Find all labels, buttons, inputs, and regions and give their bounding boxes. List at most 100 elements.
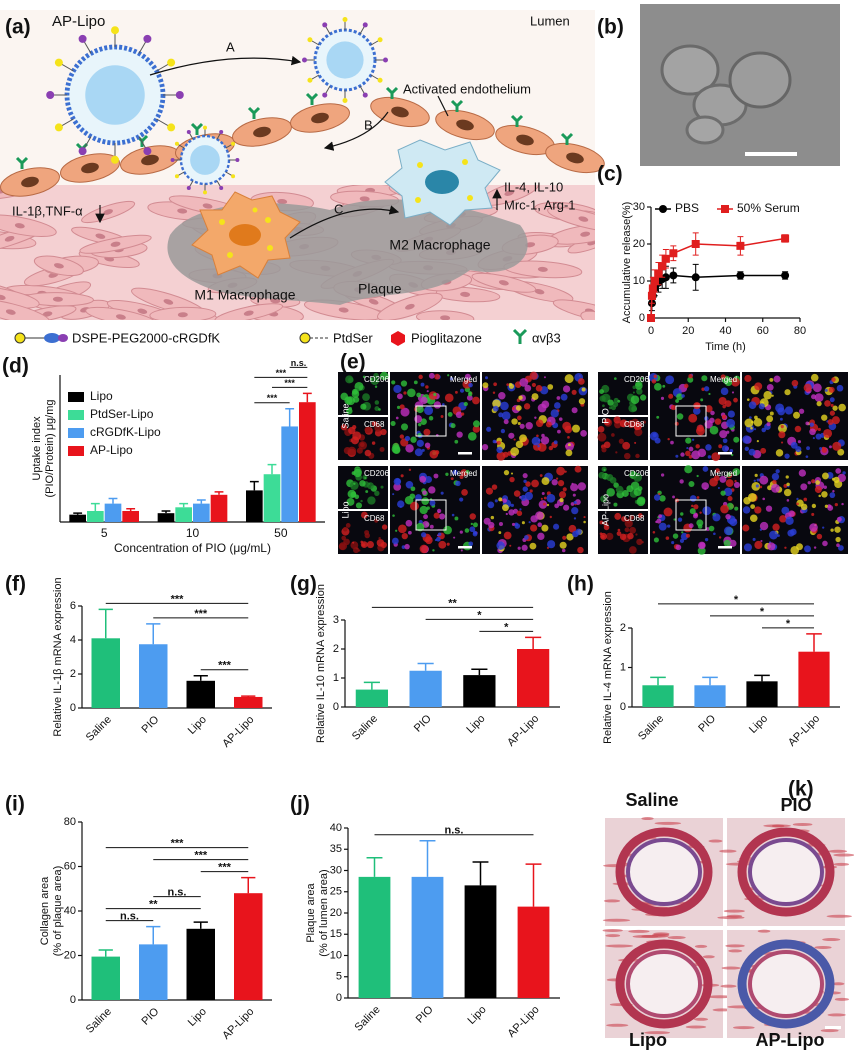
fluorescence [814, 393, 824, 403]
y-tick-label: 2 [620, 622, 626, 634]
fluorescence [742, 435, 751, 444]
fluorescence [482, 382, 489, 389]
fluorescence [564, 374, 574, 384]
fluorescence [610, 404, 617, 411]
fluorescence [830, 528, 834, 532]
fluorescence [346, 407, 353, 415]
fluorescence [641, 377, 644, 380]
significance-label: ** [149, 898, 158, 910]
fluorescence [510, 447, 520, 456]
fluorescence [371, 421, 377, 427]
cell-nucleus [498, 280, 509, 286]
cell-nucleus [110, 241, 121, 247]
fluorescence [656, 415, 660, 419]
fluorescence [617, 399, 621, 403]
fluorescence [685, 437, 692, 444]
fluorescence [511, 418, 518, 425]
fluorescence [523, 479, 527, 484]
fluorescence [571, 389, 577, 395]
fluorescence [468, 541, 474, 547]
y-axis-label: Uptake index [31, 416, 43, 481]
fluorescence [572, 493, 576, 497]
fluorescence [364, 449, 372, 457]
cell-nucleus [115, 314, 126, 320]
y-tick-label: 1 [620, 661, 626, 673]
tissue-fiber [827, 1013, 846, 1017]
fluorescence [342, 526, 348, 532]
fluorescence [366, 540, 374, 549]
fluorescence [621, 516, 627, 522]
tissue-fiber [603, 899, 621, 903]
fluorescence [414, 448, 423, 457]
fluorescence [492, 405, 499, 412]
endothelial-nucleus [516, 134, 534, 146]
fluorescence [399, 404, 405, 410]
fluorescence [607, 399, 614, 406]
fluorescence [416, 392, 422, 398]
fluorescence [691, 450, 701, 460]
fluorescence [622, 441, 631, 450]
fluorescence [769, 411, 774, 416]
fluorescence [398, 524, 407, 534]
fluorescence [524, 384, 532, 392]
significance-label: n.s. [445, 825, 464, 837]
fluorescence [720, 490, 726, 496]
y-axis-label: Accumulative release(%) [621, 202, 633, 324]
tissue-cell [580, 310, 595, 320]
fluorescence [621, 490, 629, 497]
fluorescence [670, 404, 677, 411]
group-label: Lipo [340, 501, 350, 518]
cell-nucleus [525, 242, 536, 248]
fluorescence [470, 522, 473, 526]
fluorescence [654, 383, 662, 391]
endothelial-nucleus [391, 106, 409, 118]
liposome-core [326, 41, 364, 79]
fluorescence [360, 499, 363, 503]
fluorescence [379, 446, 385, 452]
integrin [510, 114, 524, 127]
y-tick-label: 5 [336, 971, 342, 983]
fluorescence [352, 541, 355, 544]
error-bar [179, 502, 189, 508]
fluorescence [811, 503, 817, 509]
vesicle [728, 51, 792, 109]
fluorescence [578, 398, 586, 405]
fluorescence [761, 427, 767, 433]
fluorescence [548, 445, 554, 451]
bar [299, 402, 316, 522]
fluorescence [571, 424, 580, 433]
rgd-peptide [170, 158, 175, 162]
y-tick-label: 20 [64, 949, 76, 961]
fluorescence [508, 432, 515, 439]
fluorescence [520, 494, 527, 502]
y-tick-label: 0 [336, 992, 342, 1004]
fluorescence [488, 521, 495, 529]
fluorescence [434, 373, 441, 380]
error-bar [249, 480, 259, 491]
fluorescence [539, 474, 543, 477]
cell-nucleus [270, 298, 281, 304]
fluorescence [455, 390, 458, 394]
fluorescence [791, 379, 799, 387]
fluorescence [696, 424, 704, 432]
bar [517, 906, 550, 998]
cell-nucleus [177, 312, 188, 318]
fluorescence [818, 494, 821, 498]
fluorescence [726, 472, 732, 477]
fluorescence [508, 509, 515, 516]
fluorescence [766, 415, 774, 423]
fluorescence [491, 484, 498, 490]
group-label: PIO [600, 408, 610, 424]
fluorescence [459, 530, 463, 534]
bar [263, 474, 281, 522]
cell-nucleus [338, 307, 349, 313]
bar [464, 885, 497, 998]
x-tick-label: 20 [682, 325, 694, 337]
fluorescence [404, 435, 411, 442]
fluorescence [349, 481, 359, 490]
point [691, 273, 700, 282]
legend-icon [512, 328, 528, 344]
fluorescence [519, 423, 525, 429]
fluorescence [816, 533, 823, 540]
point [654, 269, 663, 278]
